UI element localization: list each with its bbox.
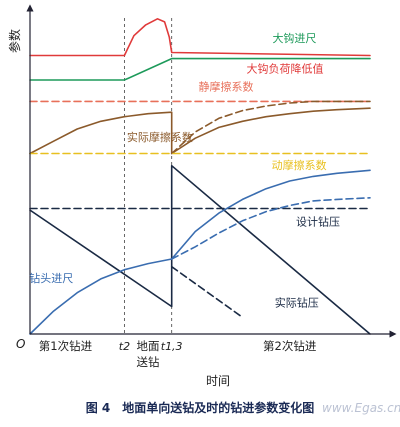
x-axis-label: 时间: [206, 374, 230, 388]
phase-guides: [123, 18, 173, 334]
series-line-10: [170, 197, 371, 260]
y-axis-label: 参数: [7, 29, 22, 53]
annotation-4: 动摩擦系数: [272, 158, 327, 172]
series-line-9: [29, 169, 371, 335]
watermark: www.Egas.cn: [322, 401, 400, 415]
series-line-7: [29, 164, 371, 335]
phase-label-1: 地面: [137, 339, 160, 353]
annotation-0: 大钩进尺: [272, 31, 316, 45]
annotation-3: 实际摩擦系数: [127, 130, 193, 144]
annotation-6: 钻头进尺: [29, 271, 73, 285]
annotation-7: 实际钻压: [275, 295, 319, 309]
x-tick-label-1: t1,3: [161, 340, 183, 353]
series-line-0: [29, 57, 371, 81]
phase-label-3: 第2次钻进: [263, 339, 317, 353]
series-line-3: [29, 107, 371, 155]
origin-label: O: [16, 337, 25, 351]
annotation-2: 静摩擦系数: [198, 80, 253, 94]
annotation-1: 大钩负荷降低值: [247, 61, 324, 75]
phase-label-0: 第1次钻进: [39, 339, 93, 353]
series-layer: [29, 18, 371, 335]
annotation-5: 设计钻压: [296, 214, 340, 228]
series-line-8: [170, 265, 241, 317]
phase-label-2: 送钻: [137, 355, 160, 369]
chart-title: 图 4 地面单向送钻及时的钻进参数变化图: [86, 400, 315, 415]
series-line-4: [170, 100, 371, 155]
axes-layer: 参数 O 时间: [7, 4, 397, 388]
series-line-1: [29, 18, 371, 57]
x-tick-label-0: t2: [119, 340, 130, 353]
